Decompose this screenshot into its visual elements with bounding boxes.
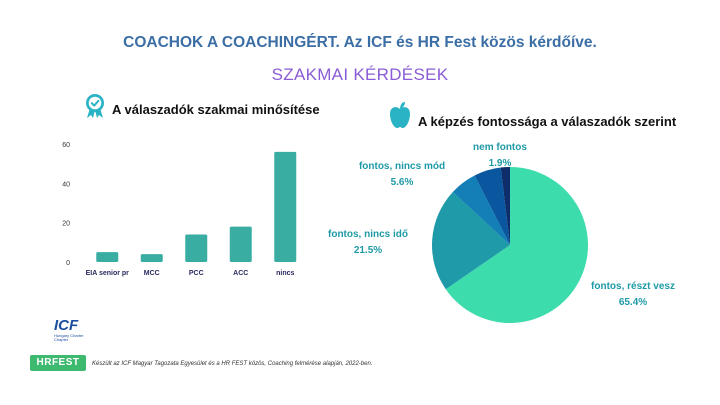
icf-logo-mark: ICF bbox=[54, 317, 79, 334]
certificate-badge-icon bbox=[86, 94, 104, 118]
pie-label-fontos-reszt-vesz: fontos, részt vesz 65.4% bbox=[578, 279, 688, 311]
bar-eia-senior-pr bbox=[96, 252, 119, 262]
pie-slice-name: fontos, részt vesz bbox=[591, 281, 675, 292]
hrfest-logo: HRFEST bbox=[30, 355, 86, 371]
pie-slice-name: fontos, nincs mód bbox=[358, 161, 446, 172]
pie-slice-percent: 65.4% bbox=[618, 297, 648, 308]
pie-slice-4 bbox=[500, 167, 510, 245]
section-subtitle: SZAKMAI KÉRDÉSEK bbox=[271, 65, 449, 84]
pie-chart bbox=[432, 167, 588, 323]
icf-logo: ICF Hungary Charter Chapter bbox=[54, 318, 94, 342]
x-tick-label: nincs bbox=[276, 270, 294, 277]
pie-slice-name: fontos, nincs idő bbox=[328, 229, 408, 240]
pie-slice-3 bbox=[474, 167, 510, 245]
y-tick-label: 40 bbox=[62, 181, 70, 188]
footer-note: Készült az ICF Magyar Tagozata Egyesület… bbox=[92, 361, 373, 367]
y-tick-label: 60 bbox=[62, 142, 70, 149]
pie-slice-2 bbox=[452, 175, 510, 245]
bar-acc bbox=[229, 226, 252, 262]
bar-nincs bbox=[274, 151, 297, 262]
x-tick-label: ACC bbox=[233, 270, 248, 277]
pie-label-nem-fontos: nem fontos 1.9% bbox=[445, 140, 555, 172]
y-tick-label: 20 bbox=[62, 221, 70, 228]
pie-slice-1 bbox=[432, 191, 510, 290]
right-chart-heading: A képzés fontossága a válaszadók szerint bbox=[418, 114, 677, 129]
icf-logo-subtitle: Hungary Charter Chapter bbox=[54, 333, 84, 342]
left-chart-heading: A válaszadók szakmai minősítése bbox=[112, 102, 320, 117]
pie-label-fontos-nincs-ido: fontos, nincs idő 21.5% bbox=[312, 227, 424, 259]
bar-mcc bbox=[140, 254, 163, 262]
apple-icon bbox=[390, 102, 410, 128]
x-tick-label: PCC bbox=[189, 270, 204, 277]
pie-label-fontos-nincs-mod: fontos, nincs mód 5.6% bbox=[346, 159, 458, 191]
pie-slice-percent: 5.6% bbox=[390, 177, 414, 188]
page-title: COACHOK A COACHINGÉRT. Az ICF és HR Fest… bbox=[123, 34, 597, 51]
pie-slice-percent: 1.9% bbox=[488, 158, 512, 169]
x-tick-label: MCC bbox=[144, 270, 160, 277]
pie-slice-percent: 21.5% bbox=[353, 245, 383, 256]
pie-slice-name: nem fontos bbox=[473, 142, 527, 153]
x-tick-label: EIA senior pr bbox=[86, 270, 130, 277]
pie-slice-0 bbox=[445, 167, 588, 323]
bar-chart: 0 20 40 60 EIA senior pr MCC PCC ACC nincs bbox=[62, 142, 297, 277]
bar-pcc bbox=[185, 234, 208, 262]
y-tick-label: 0 bbox=[66, 260, 70, 267]
